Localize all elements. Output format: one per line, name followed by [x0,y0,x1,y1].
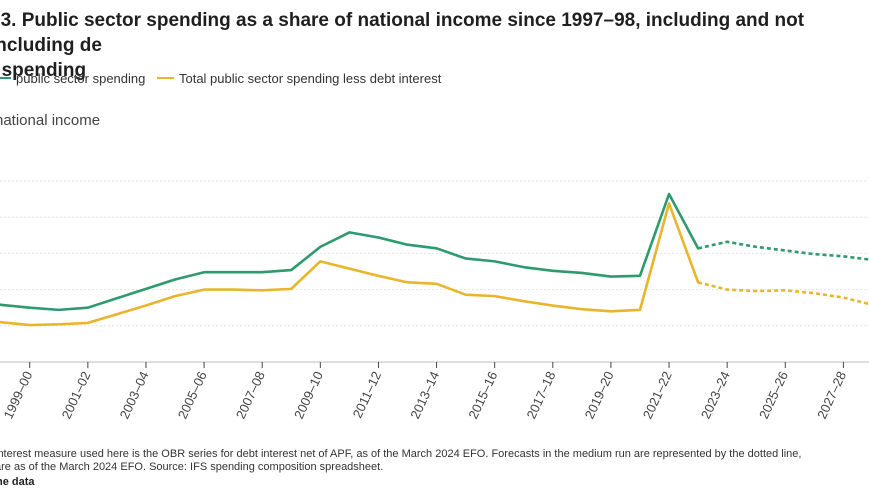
legend-item-total-spending[interactable]: public sector spending [0,71,145,86]
x-axis-tick-label: 2011–12 [350,369,385,420]
x-axis-tick-label: 2025–26 [756,369,791,421]
x-axis-tick-label: 2001–02 [59,369,94,421]
y-axis-unit-label: national income [0,112,101,129]
chart-title: 13. Public sector spending as a share of… [0,8,869,83]
x-axis-tick-label: 2023–24 [698,369,733,421]
footnote-line-1: interest measure used here is the OBR se… [0,448,802,460]
series-forecast-line-total-spending [697,240,869,261]
chart-title-line-2: t spending [0,60,87,81]
legend-label-total-spending: public sector spending [16,71,146,86]
x-axis-tick-label: 2013–14 [407,369,442,421]
series-line-total-spending [0,192,700,312]
x-axis-tick-label: 2019–20 [582,369,617,421]
chart-title-line-1: 13. Public sector spending as a share of… [0,10,805,56]
x-axis-tick-label: 2017–18 [524,369,559,421]
legend-swatch-yellow [156,76,174,79]
get-data-link[interactable]: he data [0,476,35,488]
x-axis-tick-label: 2007–08 [233,369,268,421]
series-line-less-debt-interest [0,202,700,327]
chart-legend: public sector spending Total public sect… [0,71,449,86]
series-forecast-line-less-debt-interest [697,281,869,306]
x-axis-tick-label: 2015–16 [465,369,500,421]
legend-label-less-debt-interest: Total public sector spending less debt i… [178,71,442,86]
x-axis-tick-label: 2009–10 [291,369,326,421]
chart-footnote: interest measure used here is the OBR se… [0,448,869,474]
footnote-line-2: are as of the March 2024 EFO. Source: IF… [0,461,384,473]
x-axis-tick-label: 1999–00 [0,369,35,421]
x-axis-tick-label: 2027–28 [814,369,849,421]
x-axis-tick-label: 2005–06 [175,369,210,421]
legend-item-less-debt-interest[interactable]: Total public sector spending less debt i… [156,71,442,86]
x-axis-tick-label: 2003–04 [117,369,152,421]
x-axis-tick-label: 2021–22 [640,369,675,421]
legend-swatch-green [0,76,11,79]
